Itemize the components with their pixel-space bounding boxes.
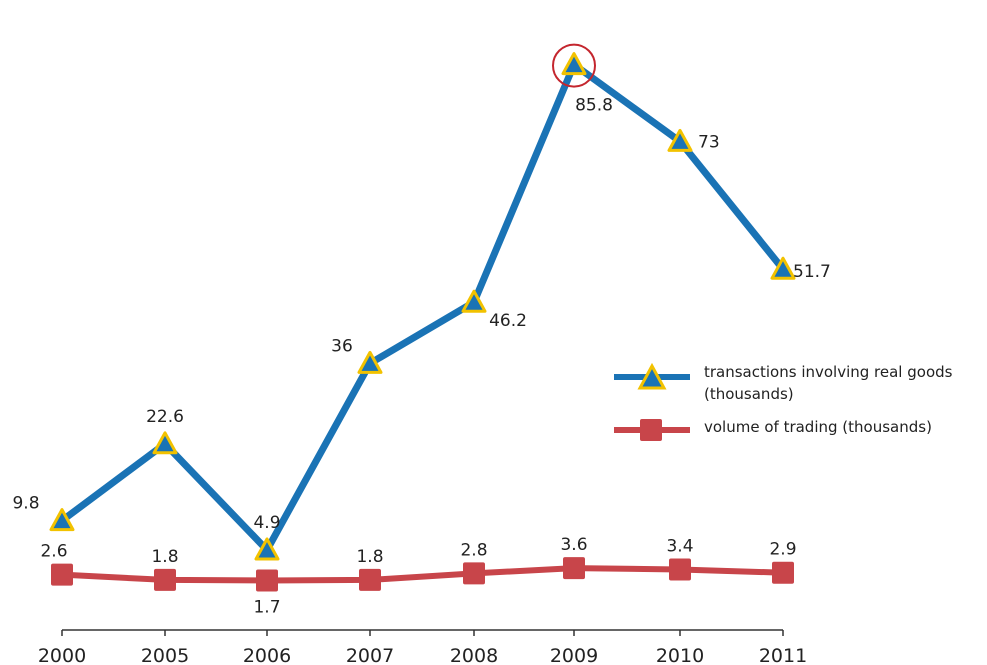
data-label-trading-2009: 3.6 — [560, 535, 587, 555]
data-label-real-goods-2005: 22.6 — [146, 407, 184, 427]
legend-square-icon — [640, 419, 662, 441]
x-tick-label-2006: 2006 — [243, 645, 291, 665]
legend-label-real-goods: transactions involving real goods — [704, 363, 953, 381]
x-tick-label-2005: 2005 — [141, 645, 189, 665]
data-label-trading-2008: 2.8 — [460, 540, 487, 560]
x-tick-label-2000: 2000 — [38, 645, 86, 665]
data-label-trading-2010: 3.4 — [666, 536, 693, 556]
x-tick-label-2011: 2011 — [759, 645, 807, 665]
data-label-real-goods-2010: 73 — [698, 132, 720, 152]
highlight-circle — [552, 43, 596, 88]
marker-trading-2007 — [359, 568, 381, 591]
marker-trading-2005 — [154, 568, 176, 591]
marker-real-goods-2007 — [357, 350, 383, 374]
marker-real-goods-2005 — [152, 431, 178, 455]
data-label-real-goods-2008: 46.2 — [489, 311, 527, 331]
x-tick-label-2010: 2010 — [656, 645, 704, 665]
data-label-real-goods-2011: 51.7 — [793, 262, 831, 282]
series-layer — [49, 43, 796, 592]
marker-real-goods-2010 — [667, 128, 693, 152]
legend: transactions involving real goods (thous… — [614, 362, 953, 441]
legend-triangle-icon — [637, 362, 667, 390]
marker-trading-2011 — [772, 561, 794, 584]
marker-real-goods-2000 — [49, 508, 75, 532]
data-label-trading-2006: 1.7 — [253, 598, 280, 618]
data-label-real-goods-2000: 9.8 — [12, 494, 39, 514]
data-label-trading-2000: 2.6 — [40, 542, 67, 562]
legend-label-trading: volume of trading (thousands) — [704, 418, 932, 436]
marker-real-goods-2009 — [561, 52, 587, 76]
legend-label-real-goods-unit: (thousands) — [704, 385, 794, 403]
data-labels: 9.8 22.6 4.9 36 46.2 85.8 73 51.7 2.6 1.8 1.7 1.8 2.… — [12, 96, 830, 618]
data-label-real-goods-2006: 4.9 — [253, 513, 280, 533]
data-label-trading-2005: 1.8 — [151, 547, 178, 567]
marker-real-goods-2006 — [254, 537, 280, 561]
marker-trading-2008 — [463, 562, 485, 585]
marker-trading-2010 — [669, 558, 691, 581]
marker-real-goods-2011 — [770, 256, 796, 280]
series-line-real-goods — [58, 61, 787, 554]
data-label-real-goods-2007: 36 — [331, 336, 353, 356]
x-axis: 2000 2005 2006 2007 2008 2009 2010 2011 — [38, 629, 807, 665]
marker-trading-2009 — [563, 557, 585, 580]
marker-trading-2006 — [256, 569, 278, 592]
data-label-real-goods-2009: 85.8 — [575, 96, 613, 116]
data-label-trading-2007: 1.8 — [356, 547, 383, 567]
data-label-trading-2011: 2.9 — [769, 540, 796, 560]
x-tick-label-2009: 2009 — [550, 645, 598, 665]
x-tick-label-2008: 2008 — [450, 645, 498, 665]
x-tick-label-2007: 2007 — [346, 645, 394, 665]
series-line-trading — [59, 565, 786, 584]
marker-trading-2000 — [51, 563, 73, 586]
marker-real-goods-2008 — [461, 289, 487, 313]
